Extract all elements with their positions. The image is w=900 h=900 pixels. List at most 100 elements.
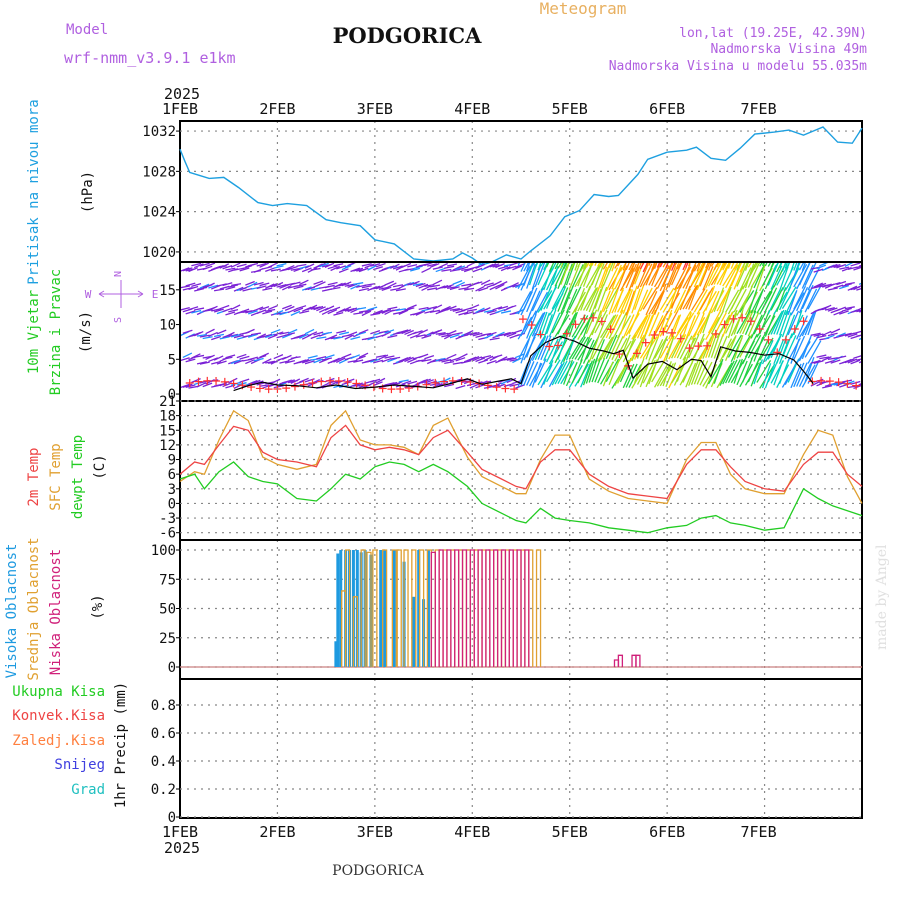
wind-arrow xyxy=(733,288,747,313)
compass-west: W xyxy=(85,288,92,301)
wind-arrow xyxy=(622,289,634,314)
wind-arrow xyxy=(713,333,724,359)
wind-arrow xyxy=(750,336,765,360)
model-label: Model xyxy=(66,22,108,38)
wind-arrow xyxy=(796,315,808,340)
gust-marker xyxy=(501,384,510,393)
wind-arrow xyxy=(759,309,771,335)
wind-arrow xyxy=(557,287,569,312)
wind-arrow xyxy=(356,331,367,336)
wind-arrow xyxy=(784,361,798,385)
wind-arrow xyxy=(296,333,307,339)
wind-arrow xyxy=(350,284,360,290)
wind-arrow xyxy=(608,262,613,268)
gust-marker xyxy=(290,382,299,391)
wind-arrow xyxy=(585,309,598,334)
top-x-tick-label: 6FEB xyxy=(649,100,685,118)
wind-arrow xyxy=(293,285,304,290)
cloud-bar-mid xyxy=(396,549,402,667)
wind-arrow xyxy=(668,286,678,312)
wind-arrow xyxy=(662,262,674,288)
wind-arrow xyxy=(608,360,620,386)
wind-arrow xyxy=(801,262,807,271)
wind-arrow xyxy=(497,281,508,287)
wind-arrow xyxy=(398,329,409,334)
wind-arrow xyxy=(390,263,400,269)
wind-arrow xyxy=(548,363,563,387)
wind-arrow xyxy=(310,334,321,340)
wind-arrow xyxy=(813,282,824,288)
wind-arrow xyxy=(653,262,658,269)
wind-arrow xyxy=(330,306,341,312)
wind-arrow xyxy=(515,263,525,269)
wind-arrow xyxy=(560,262,565,269)
wind-arrow xyxy=(446,305,457,311)
wind-arrow xyxy=(452,280,463,285)
cloud-bar-mid xyxy=(352,596,359,667)
left-labels: Pritisak na nivou mora (hPa) 10m Vjetar Brz… xyxy=(4,99,158,808)
gust-marker xyxy=(711,329,720,338)
wind-arrow xyxy=(355,355,366,361)
wind-arrow xyxy=(347,331,358,337)
gust-marker xyxy=(387,385,396,394)
wind-arrow xyxy=(483,355,494,362)
gust-marker xyxy=(852,381,861,390)
wind-arrow xyxy=(489,284,500,291)
wind-arrow xyxy=(498,305,509,310)
wind-arrow xyxy=(810,360,821,364)
wind-arrow xyxy=(384,329,395,334)
wind-arrow xyxy=(245,359,255,365)
wind-arrow xyxy=(273,331,284,336)
gust-marker xyxy=(264,385,273,394)
pressure-frame xyxy=(179,120,863,263)
wind-arrow xyxy=(580,362,592,388)
wind-arrow xyxy=(506,357,517,361)
wind-arrow xyxy=(730,285,744,310)
pressure-tick-label: 1024 xyxy=(142,205,176,221)
wind-arrow xyxy=(284,305,295,311)
wind-arrow xyxy=(747,334,762,359)
wind-arrow xyxy=(461,360,472,364)
wind-arrow xyxy=(685,362,697,388)
wind-arrow xyxy=(506,377,517,384)
temperature-frame xyxy=(179,400,863,541)
wind-arrow xyxy=(591,335,605,360)
wind-arrow xyxy=(816,354,827,358)
wind-arrow xyxy=(446,329,457,336)
wind-arrow xyxy=(619,268,635,292)
wind-arrow xyxy=(807,286,822,310)
wind-arrow xyxy=(375,354,386,358)
wind-arrow xyxy=(432,266,443,270)
coords-label: lon,lat (19.25E, 42.39N) xyxy=(679,26,867,41)
wind-arrow xyxy=(447,286,458,290)
wind-arrow xyxy=(659,262,664,268)
wind-arrow xyxy=(563,359,573,385)
wind-arrow xyxy=(239,285,250,292)
wind-arrow xyxy=(265,267,275,273)
wind-arrow xyxy=(744,333,758,358)
wind-arrow xyxy=(796,262,801,271)
top-x-tick-label: 7FEB xyxy=(741,100,777,118)
cloud-bar-low xyxy=(461,549,468,667)
wind-arrow xyxy=(307,355,318,359)
gust-marker xyxy=(203,376,212,385)
wind-arrow xyxy=(455,265,466,271)
wind-arrow xyxy=(602,262,615,287)
wind-arrow xyxy=(304,263,315,269)
wind-arrow xyxy=(551,285,565,310)
wind-arrow xyxy=(506,265,517,270)
wind-arrow xyxy=(367,306,378,311)
wind-arrow xyxy=(441,334,452,338)
wind-arrow xyxy=(216,360,227,365)
wind-arrow xyxy=(537,362,553,386)
wind-arrow xyxy=(270,328,281,334)
wind-arrow xyxy=(645,291,658,316)
wind-arrow xyxy=(810,332,821,336)
wind-arrow xyxy=(444,265,455,269)
wind-arrow xyxy=(262,287,273,291)
wind-arrow xyxy=(353,282,364,286)
model-elevation-label: Nadmorska Visina u modelu 55.035m xyxy=(609,59,867,74)
cloud-bar-high xyxy=(412,596,416,667)
wind-arrow xyxy=(208,305,218,312)
wind-arrow xyxy=(512,265,523,271)
